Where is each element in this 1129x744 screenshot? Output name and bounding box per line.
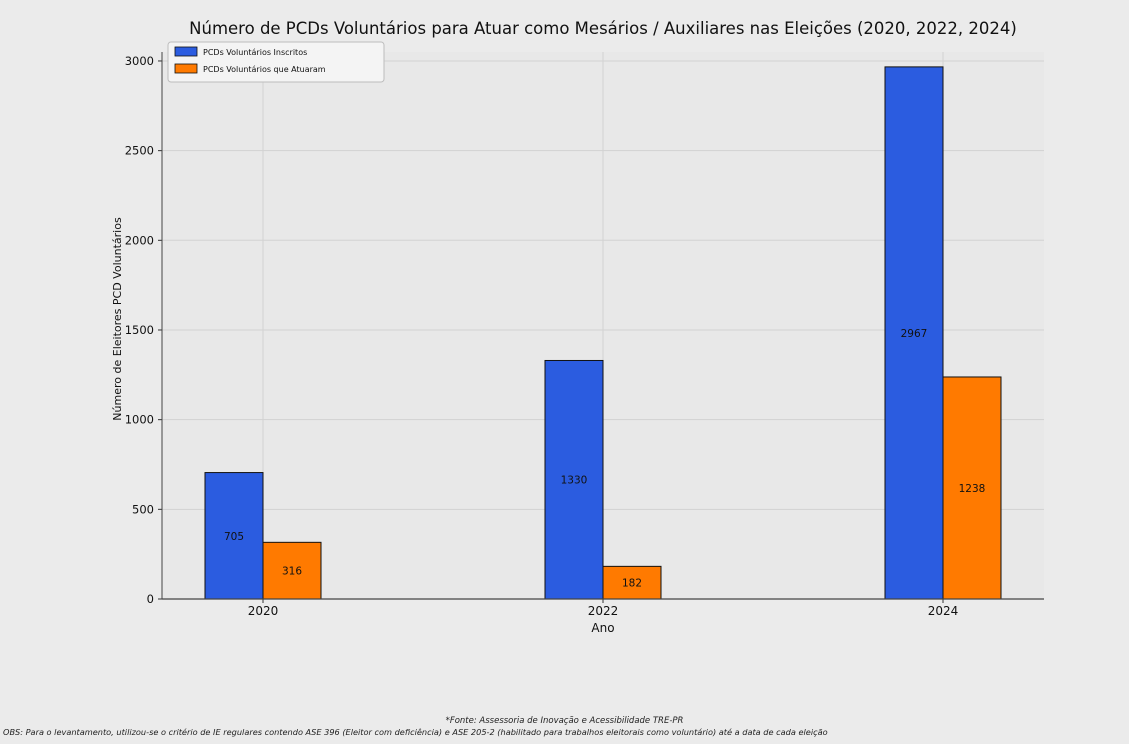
- x-tick-label: 2020: [248, 604, 279, 618]
- y-tick-label: 0: [147, 592, 154, 606]
- obs-note: OBS: Para o levantamento, utilizou-se o …: [3, 727, 828, 737]
- y-tick-label: 2500: [125, 144, 154, 158]
- bar-value-label: 2967: [901, 328, 928, 340]
- bar-inscritos: [884, 66, 944, 600]
- legend-box: [167, 41, 385, 83]
- bar-inscritos: [204, 472, 264, 600]
- x-tick-label: 2022: [588, 604, 619, 618]
- y-tick-label: 1000: [125, 413, 154, 427]
- y-tick-label: 1500: [125, 323, 154, 337]
- chart-title: Número de PCDs Voluntários para Atuar co…: [189, 19, 1017, 38]
- legend: PCDs Voluntários Inscritos PCDs Voluntári…: [167, 41, 385, 83]
- y-tick-label: 3000: [125, 54, 154, 68]
- bar-value-label: 182: [622, 578, 642, 590]
- axes: 0 500 1000 1500 2000 2500 3000 2020 2022 2024: [125, 52, 1044, 618]
- y-tick-label: 2000: [125, 233, 154, 247]
- bar-value-label: 705: [224, 531, 244, 543]
- y-axis-label: Número de Eleitores PCD Voluntários: [111, 217, 124, 421]
- bar-atuaram: [262, 541, 322, 600]
- bar-value-label: 316: [282, 566, 302, 578]
- legend-swatch: [174, 46, 198, 57]
- bar-value-label: 1330: [561, 475, 588, 487]
- bar-chart: Número de PCDs Voluntários para Atuar co…: [111, 19, 1044, 635]
- legend-label: PCDs Voluntários Inscritos: [203, 48, 307, 57]
- legend-label: PCDs Voluntários que Atuaram: [203, 65, 326, 74]
- bar-inscritos: [544, 359, 604, 600]
- bar-atuaram: [602, 565, 662, 600]
- y-tick-label: 500: [132, 502, 154, 516]
- source-note: *Fonte: Assessoria de Inovação e Acessib…: [445, 716, 684, 726]
- bars: 705 1330 2967 316 182 1238: [204, 66, 1002, 600]
- x-tick-label: 2024: [928, 604, 959, 618]
- bar-value-label: 1238: [959, 483, 986, 495]
- x-axis-label: Ano: [591, 621, 614, 635]
- bar-atuaram: [942, 376, 1002, 600]
- legend-swatch: [174, 63, 198, 74]
